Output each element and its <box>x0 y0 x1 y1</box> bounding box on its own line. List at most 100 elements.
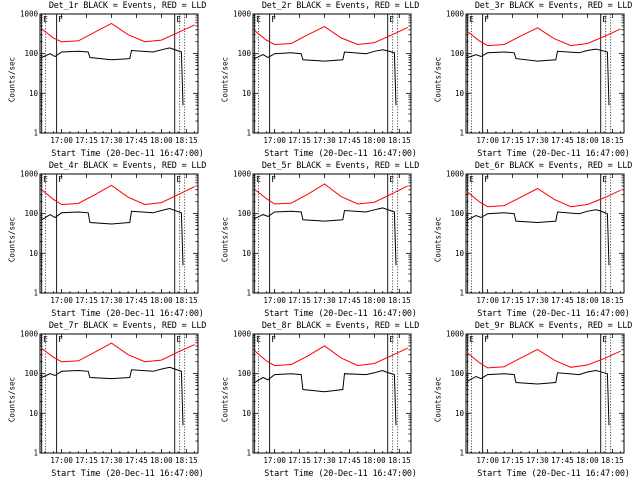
flag-label: E <box>256 335 261 344</box>
x-tick-label: 17:30 <box>100 296 123 305</box>
flag-label: E <box>176 15 181 24</box>
x-tick-label: 17:45 <box>125 136 148 145</box>
detector-panel: Det_4r BLACK = Events, RED = LLD Counts/s… <box>0 160 213 320</box>
y-tick-label: 10 <box>29 249 39 258</box>
x-tick-label: 17:15 <box>501 296 524 305</box>
y-tick-label: 10 <box>455 89 465 98</box>
x-axis-label: Start Time (20-Dec-11 16:47:00) <box>477 469 630 479</box>
x-tick-label: 18:15 <box>175 296 198 305</box>
flag-label: E <box>176 335 181 344</box>
flag-label: E <box>43 175 48 184</box>
x-tick-label: 18:15 <box>388 456 411 465</box>
x-tick-label: 17:45 <box>125 296 148 305</box>
y-tick-label: 10 <box>455 409 465 418</box>
x-tick-label: 17:15 <box>288 456 311 465</box>
x-tick-label: 18:00 <box>363 296 386 305</box>
x-tick-label: 17:00 <box>263 456 286 465</box>
x-axis-label: Start Time (20-Dec-11 16:47:00) <box>51 149 204 159</box>
x-tick-label: 18:00 <box>363 136 386 145</box>
x-axis-label: Start Time (20-Dec-11 16:47:00) <box>264 149 417 159</box>
plot-frame <box>465 333 625 454</box>
events-series-line <box>467 369 610 426</box>
x-tick-label: 17:00 <box>50 136 73 145</box>
y-tick-label: 100 <box>450 209 464 218</box>
x-tick-label: 17:15 <box>288 136 311 145</box>
flag-label: F <box>484 335 489 344</box>
y-tick-label: 100 <box>450 49 464 58</box>
plot-frame <box>39 173 199 294</box>
x-tick-label: 17:00 <box>50 456 73 465</box>
x-tick-label: 17:15 <box>501 456 524 465</box>
flag-label: E <box>389 335 394 344</box>
events-series-line <box>41 366 184 426</box>
panel-title: Det_9r BLACK = Events, RED = LLD <box>474 321 633 331</box>
x-tick-label: 18:00 <box>150 296 173 305</box>
x-tick-label: 17:45 <box>338 296 361 305</box>
x-tick-label: 17:30 <box>526 456 549 465</box>
x-tick-label: 17:00 <box>476 136 499 145</box>
y-tick-label: 1 <box>459 289 464 298</box>
y-tick-label: 1000 <box>233 330 252 339</box>
plot-area: 1 10 100 1000 17:00 17:15 17:30 17:45 18:00 18:15… <box>233 170 412 305</box>
x-tick-label: 17:45 <box>551 456 574 465</box>
x-tick-label: 17:45 <box>338 456 361 465</box>
x-tick-label: 18:15 <box>175 456 198 465</box>
x-tick-label: 18:15 <box>601 296 624 305</box>
y-tick-label: 1 <box>246 289 251 298</box>
flag-label: E <box>256 15 261 24</box>
x-tick-label: 18:00 <box>576 136 599 145</box>
y-tick-label: 10 <box>242 409 252 418</box>
y-tick-label: 1 <box>246 129 251 138</box>
y-tick-label: 10 <box>242 89 252 98</box>
x-tick-label: 18:15 <box>175 136 198 145</box>
plot-frame <box>252 13 412 134</box>
y-tick-label: 10 <box>29 89 39 98</box>
x-tick-label: 18:00 <box>576 456 599 465</box>
plot-area: 1 10 100 1000 17:00 17:15 17:30 17:45 18:00 18:15… <box>233 330 412 465</box>
y-tick-label: 10 <box>29 409 39 418</box>
panel-title: Det_3r BLACK = Events, RED = LLD <box>474 1 633 11</box>
panel-title: Det_2r BLACK = Events, RED = LLD <box>261 1 420 11</box>
x-tick-label: 17:30 <box>313 296 336 305</box>
x-tick-label: 17:15 <box>288 296 311 305</box>
lld-series-line <box>467 348 621 369</box>
y-tick-label: 1000 <box>446 170 465 179</box>
detector-panel: Det_1r BLACK = Events, RED = LLD Counts/s… <box>0 0 213 160</box>
flag-label: F <box>484 175 489 184</box>
y-tick-label: 1 <box>246 449 251 458</box>
flag-label: F <box>484 15 489 24</box>
plot-area: 1 10 100 1000 17:00 17:15 17:30 17:45 18:00 18:15… <box>20 10 199 145</box>
detector-panel: Det_8r BLACK = Events, RED = LLD Counts/s… <box>213 320 426 480</box>
x-tick-label: 18:15 <box>388 136 411 145</box>
flag-label: F <box>58 175 63 184</box>
lld-series-line <box>41 342 195 363</box>
events-series-line <box>41 207 184 266</box>
detector-panel: Det_2r BLACK = Events, RED = LLD Counts/s… <box>213 0 426 160</box>
plot-frame <box>465 13 625 134</box>
flag-label: E <box>602 335 607 344</box>
detector-panel: Det_9r BLACK = Events, RED = LLD Counts/s… <box>426 320 639 480</box>
y-tick-label: 1 <box>33 129 38 138</box>
events-series-line <box>467 209 610 266</box>
plot-frame <box>39 333 199 454</box>
x-tick-label: 18:00 <box>576 296 599 305</box>
x-tick-label: 17:30 <box>526 136 549 145</box>
x-tick-label: 17:45 <box>551 296 574 305</box>
plot-frame <box>252 333 412 454</box>
x-tick-label: 17:15 <box>75 296 98 305</box>
x-tick-label: 17:30 <box>313 456 336 465</box>
plot-area: 1 10 100 1000 17:00 17:15 17:30 17:45 18:00 18:15… <box>20 330 199 465</box>
detector-panel: Det_7r BLACK = Events, RED = LLD Counts/s… <box>0 320 213 480</box>
x-axis-label: Start Time (20-Dec-11 16:47:00) <box>264 309 417 319</box>
plot-frame <box>252 173 412 294</box>
flag-label: F <box>271 15 276 24</box>
y-tick-label: 100 <box>24 209 38 218</box>
panel-title: Det_7r BLACK = Events, RED = LLD <box>48 321 207 331</box>
y-tick-label: 1000 <box>20 330 39 339</box>
panel-title: Det_4r BLACK = Events, RED = LLD <box>48 161 207 171</box>
x-tick-label: 17:30 <box>100 456 123 465</box>
y-tick-label: 100 <box>24 369 38 378</box>
flag-label: E <box>43 15 48 24</box>
x-axis-label: Start Time (20-Dec-11 16:47:00) <box>51 309 204 319</box>
